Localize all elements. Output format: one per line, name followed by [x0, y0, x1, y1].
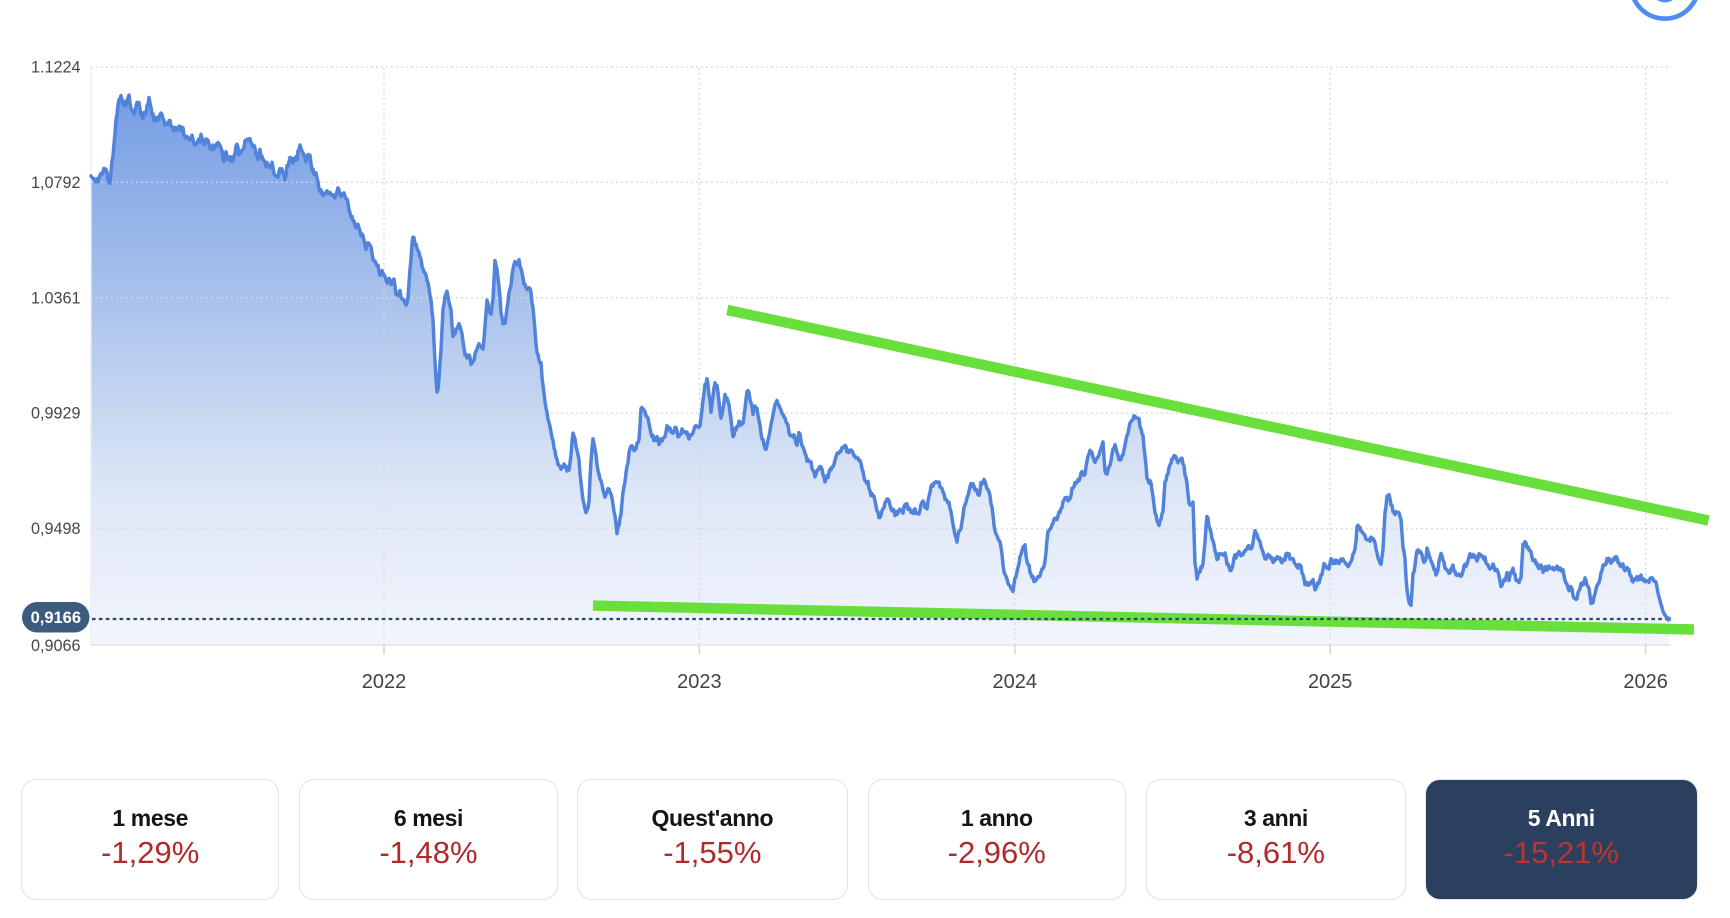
svg-text:1,0792: 1,0792: [31, 174, 81, 192]
svg-text:0,9929: 0,9929: [31, 405, 81, 423]
svg-text:2023: 2023: [677, 671, 722, 693]
svg-text:0,9166: 0,9166: [31, 609, 81, 627]
svg-text:2026: 2026: [1623, 671, 1668, 693]
svg-text:1.0361: 1.0361: [31, 289, 81, 307]
svg-text:2025: 2025: [1308, 671, 1353, 693]
svg-text:2022: 2022: [362, 671, 407, 693]
svg-text:0,9066: 0,9066: [31, 637, 81, 655]
svg-text:0,9498: 0,9498: [31, 520, 81, 538]
svg-text:1.1224: 1.1224: [31, 59, 81, 77]
svg-text:2024: 2024: [993, 671, 1038, 693]
